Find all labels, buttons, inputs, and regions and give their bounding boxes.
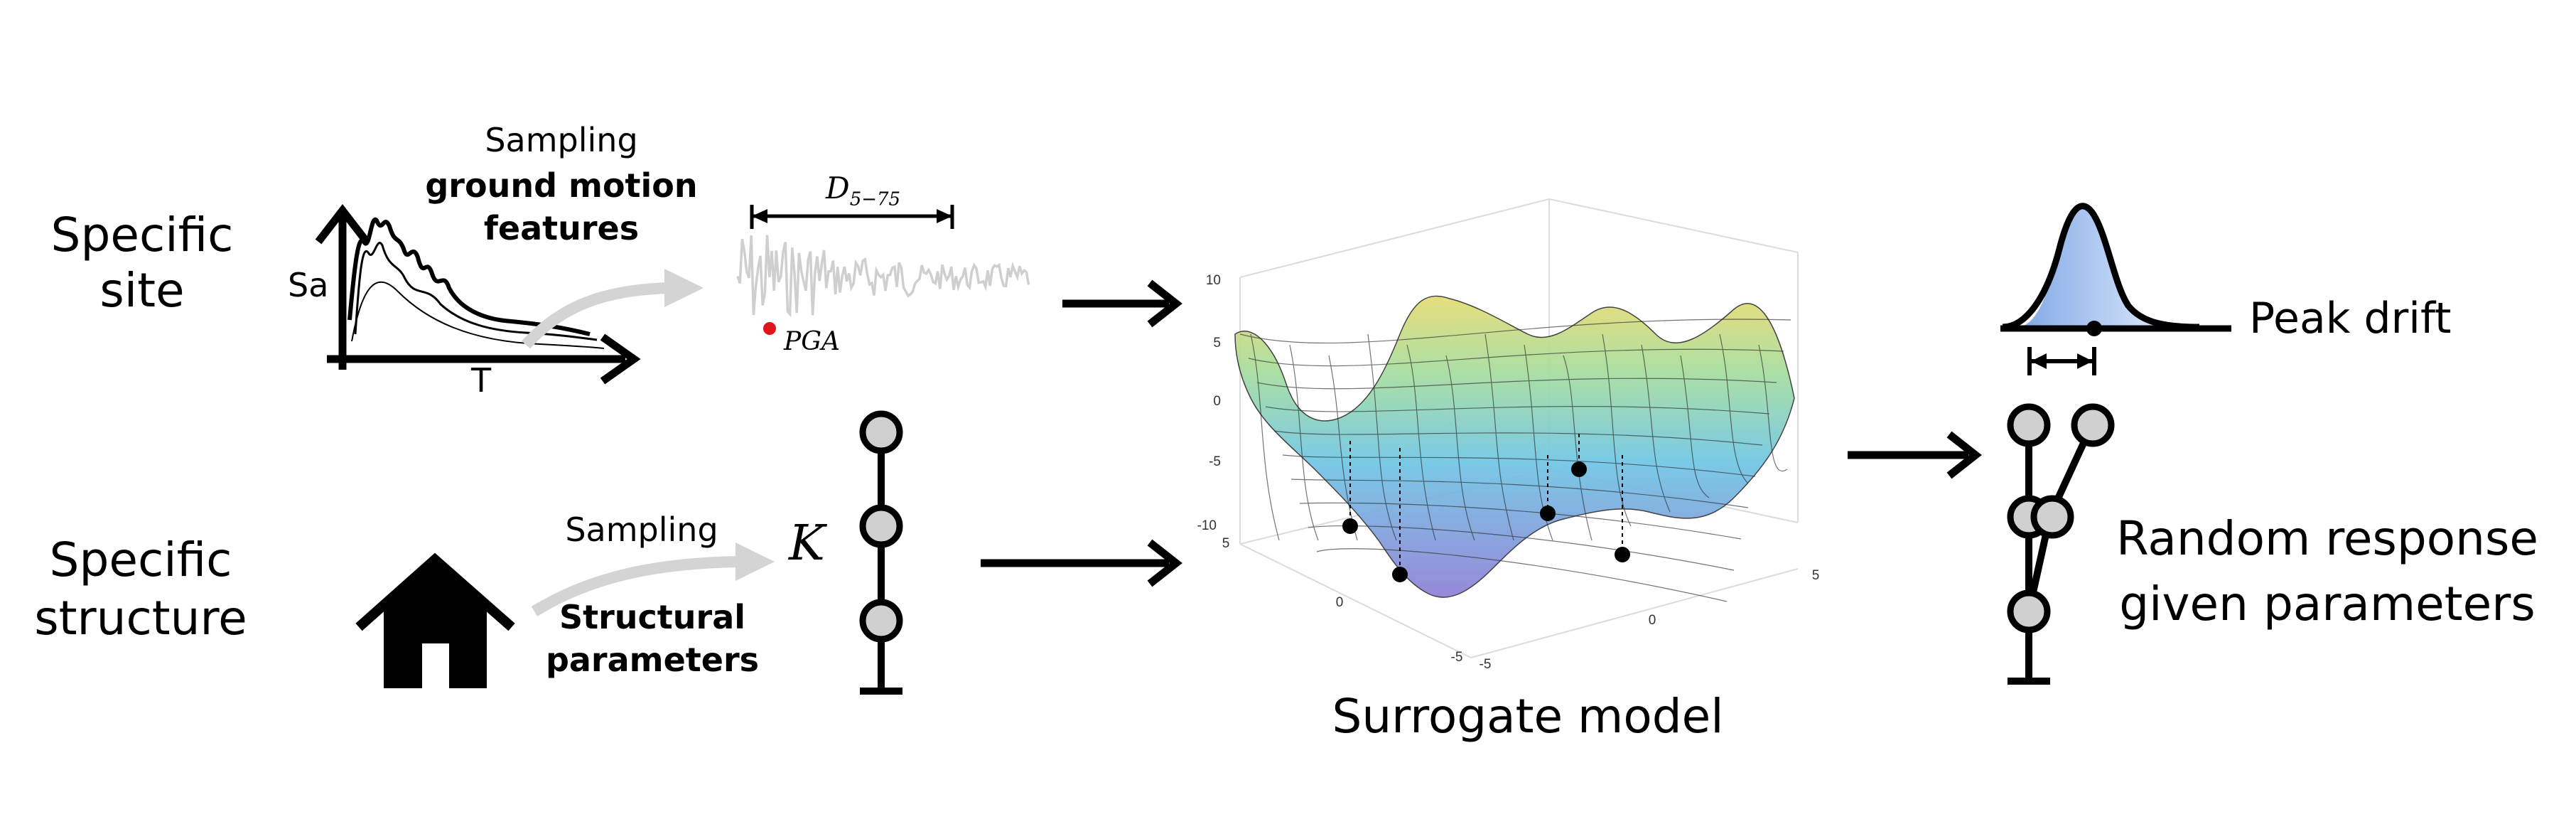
deformed-stick-model-icon: [2007, 403, 2115, 685]
surrogate-caption: Surrogate model: [1332, 689, 1724, 744]
sample-point: [1540, 506, 1556, 521]
y-tick-label: 5: [1812, 568, 1820, 583]
y-tick-label: -5: [1480, 657, 1492, 672]
z-tick-label: 0: [1213, 394, 1221, 409]
z-tick-label: -10: [1197, 518, 1217, 533]
sample-points: [1342, 434, 1630, 582]
x-tick-label: -5: [1451, 650, 1463, 665]
struct-sampling-label: Sampling: [565, 510, 718, 549]
sa-axis-label: Sa: [288, 266, 329, 304]
x-tick-label: 0: [1336, 595, 1344, 610]
spectrum-plot-icon: [315, 204, 641, 385]
arrow-to-surrogate-bottom: [981, 539, 1182, 587]
distribution-icon: [2000, 203, 2231, 375]
mass-node-1: [859, 410, 903, 454]
random-response-label: Random response given parameters: [2116, 511, 2538, 631]
sampling-arrow-bottom: [531, 556, 740, 616]
surrogate-surface-plot: 10 5 0 -5 -10 5 0 -5 -5 0 5: [1197, 198, 1820, 672]
house-icon: [355, 552, 515, 688]
arrow-to-response: [1848, 431, 1982, 479]
pga-marker: [763, 322, 776, 335]
sample-point: [1392, 567, 1408, 582]
peak-drift-label: Peak drift: [2249, 294, 2452, 343]
z-tick-label: 10: [1206, 273, 1221, 288]
mass-node-3: [859, 599, 903, 643]
pga-label: PGA: [784, 327, 840, 356]
stick-model-icon: [859, 410, 903, 695]
x-tick-label: 5: [1222, 536, 1230, 551]
struct-params-label: Structural parameters: [545, 598, 760, 679]
t-axis-label: T: [471, 361, 492, 400]
y-tick-label: 0: [1649, 613, 1656, 628]
sample-point: [1571, 461, 1587, 477]
arrow-to-surrogate-top: [1062, 279, 1182, 328]
sample-point: [1615, 547, 1630, 562]
z-tick-label: 5: [1213, 336, 1221, 351]
k-label: K: [789, 515, 825, 572]
mass-node-2: [859, 504, 903, 548]
gm-features-label: ground motion features: [425, 166, 698, 247]
site-label: Specific site: [50, 208, 234, 318]
sampling-arrow-top: [522, 282, 669, 349]
gm-sampling-label: Sampling: [485, 121, 638, 159]
structure-label: Specific structure: [34, 533, 247, 646]
duration-label: D5−75: [826, 171, 901, 210]
sample-point: [1342, 518, 1358, 534]
accelerogram-icon: [736, 235, 1030, 317]
duration-bracket: [750, 205, 954, 229]
z-tick-label: -5: [1209, 454, 1221, 469]
